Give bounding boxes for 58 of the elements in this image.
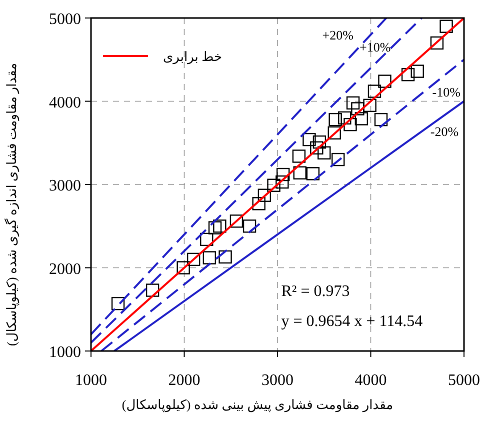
- point: [440, 20, 453, 33]
- point: [401, 68, 415, 82]
- point: [230, 214, 244, 228]
- y-tick-label: 2000: [49, 260, 81, 278]
- point: [344, 118, 357, 132]
- point: [430, 36, 444, 50]
- point: [146, 284, 160, 297]
- point: [363, 98, 376, 112]
- annotation: R² = 0.973: [281, 283, 350, 300]
- point: [208, 221, 222, 234]
- point: [351, 102, 364, 116]
- point: [302, 132, 316, 146]
- point: [368, 84, 382, 98]
- x-tick-label: 1000: [75, 372, 107, 389]
- point: [176, 261, 190, 274]
- y-tick-label: 3000: [49, 178, 81, 194]
- annotation: -20%: [430, 124, 459, 140]
- point: [374, 112, 388, 126]
- point: [267, 178, 280, 192]
- point: [328, 126, 341, 140]
- y-tick-label: 4000: [49, 94, 81, 112]
- point: [242, 220, 256, 233]
- y-tick-label: 5000: [49, 11, 81, 28]
- point: [200, 232, 214, 246]
- annotation: y = 0.9654 x + 114.54: [281, 313, 423, 330]
- point: [306, 167, 320, 180]
- annotation: +20%: [322, 28, 354, 43]
- point: [202, 251, 216, 264]
- y-tick-label: 1000: [49, 344, 81, 361]
- point: [378, 74, 392, 88]
- point: [410, 64, 424, 78]
- annotation: +10%: [360, 39, 391, 54]
- point: [310, 141, 324, 154]
- point: [218, 250, 232, 264]
- annotation: -10%: [432, 84, 461, 100]
- legend-label: خط برابری: [163, 49, 222, 65]
- point: [346, 96, 360, 110]
- point: [328, 112, 342, 126]
- point: [111, 296, 125, 310]
- x-axis-title: مقدار مقاومت فشاری پیش بینی شده (کیلوپاسکال): [122, 397, 394, 413]
- point: [312, 135, 326, 149]
- point: [293, 166, 306, 180]
- x-tick-label: 2000: [168, 372, 200, 389]
- x-tick-label: 3000: [262, 372, 294, 389]
- point: [213, 220, 226, 233]
- point: [292, 150, 306, 163]
- point: [318, 146, 331, 160]
- point: [186, 252, 200, 266]
- point: [338, 111, 352, 124]
- x-tick-label: 5000: [448, 372, 480, 389]
- x-tick-label: 4000: [354, 372, 387, 389]
- y-axis-title: مقدار مقاومت فشاری اندازه گیری شده (کیلوپاسکال): [4, 62, 20, 346]
- point: [354, 112, 368, 126]
- point: [276, 175, 289, 189]
- point: [258, 188, 272, 202]
- point: [252, 197, 266, 210]
- point: [332, 152, 345, 166]
- point: [276, 168, 290, 182]
